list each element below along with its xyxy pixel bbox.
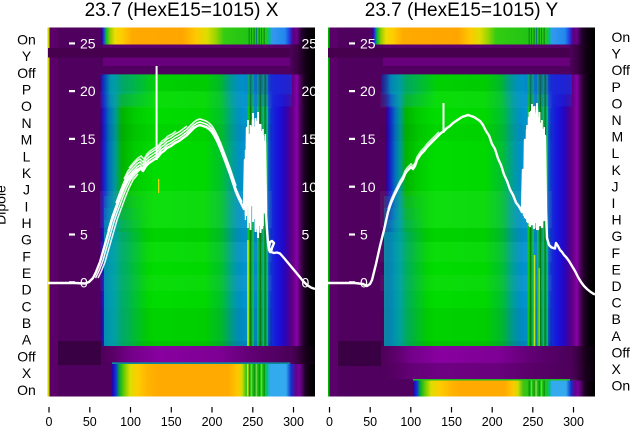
svg-text:20: 20 [80, 83, 96, 99]
svg-text:X: X [22, 365, 32, 381]
svg-text:C: C [21, 298, 31, 314]
svg-text:25: 25 [302, 36, 318, 52]
svg-text:15: 15 [80, 131, 96, 147]
svg-text:On: On [17, 382, 36, 398]
svg-text:300: 300 [563, 415, 584, 429]
svg-text:25: 25 [80, 36, 96, 52]
svg-text:250: 250 [522, 415, 543, 429]
svg-text:H: H [21, 215, 31, 231]
svg-text:G: G [612, 228, 623, 244]
svg-text:100: 100 [400, 415, 421, 429]
svg-text:G: G [21, 232, 32, 248]
svg-text:B: B [612, 311, 621, 327]
svg-text:E: E [22, 265, 31, 281]
svg-text:150: 150 [441, 415, 462, 429]
svg-text:Off: Off [612, 344, 631, 360]
svg-text:Off: Off [612, 62, 631, 78]
svg-text:5: 5 [360, 227, 368, 243]
svg-text:10: 10 [80, 179, 96, 195]
svg-text:A: A [612, 328, 622, 344]
svg-text:0: 0 [360, 274, 368, 290]
svg-text:250: 250 [242, 415, 263, 429]
svg-text:A: A [22, 332, 32, 348]
svg-text:H: H [612, 212, 622, 228]
svg-text:F: F [22, 248, 31, 264]
svg-text:X: X [612, 361, 622, 377]
svg-text:O: O [21, 98, 32, 114]
svg-text:On: On [612, 378, 631, 394]
svg-text:On: On [612, 29, 631, 45]
svg-text:I: I [612, 195, 616, 211]
svg-text:5: 5 [80, 227, 88, 243]
svg-text:P: P [22, 82, 31, 98]
svg-text:23.7 (HexE15=1015) X: 23.7 (HexE15=1015) X [85, 0, 279, 21]
svg-text:O: O [612, 95, 623, 111]
svg-text:20: 20 [360, 83, 376, 99]
svg-text:D: D [612, 278, 622, 294]
svg-text:Y: Y [22, 48, 32, 64]
svg-text:K: K [22, 165, 32, 181]
svg-text:50: 50 [363, 415, 377, 429]
svg-text:Off: Off [17, 348, 36, 364]
svg-text:I: I [25, 198, 29, 214]
svg-text:Y: Y [612, 46, 622, 62]
svg-text:5: 5 [302, 227, 310, 243]
svg-text:E: E [612, 261, 621, 277]
svg-text:23.7 (HexE15=1015) Y: 23.7 (HexE15=1015) Y [365, 0, 559, 21]
svg-text:10: 10 [302, 179, 318, 195]
svg-text:10: 10 [360, 179, 376, 195]
svg-text:300: 300 [283, 415, 304, 429]
svg-text:F: F [612, 245, 621, 261]
svg-text:Dipole: Dipole [0, 185, 9, 225]
svg-text:200: 200 [202, 415, 223, 429]
svg-text:0: 0 [326, 415, 333, 429]
svg-text:15: 15 [360, 131, 376, 147]
svg-text:25: 25 [360, 36, 376, 52]
svg-text:0: 0 [46, 415, 53, 429]
svg-text:D: D [21, 282, 31, 298]
svg-text:N: N [612, 112, 622, 128]
svg-text:L: L [23, 148, 31, 164]
svg-text:M: M [612, 129, 624, 145]
svg-text:20: 20 [302, 83, 318, 99]
svg-text:Off: Off [17, 65, 36, 81]
svg-text:P: P [612, 79, 621, 95]
svg-text:15: 15 [302, 131, 318, 147]
svg-text:50: 50 [83, 415, 97, 429]
svg-text:C: C [612, 295, 622, 311]
svg-text:100: 100 [120, 415, 141, 429]
svg-text:J: J [23, 182, 30, 198]
svg-text:On: On [17, 32, 36, 48]
svg-text:J: J [612, 178, 619, 194]
svg-text:N: N [21, 115, 31, 131]
svg-text:200: 200 [482, 415, 503, 429]
svg-text:150: 150 [161, 415, 182, 429]
svg-text:L: L [612, 145, 620, 161]
svg-text:K: K [612, 162, 622, 178]
svg-text:M: M [21, 132, 33, 148]
svg-text:B: B [22, 315, 31, 331]
